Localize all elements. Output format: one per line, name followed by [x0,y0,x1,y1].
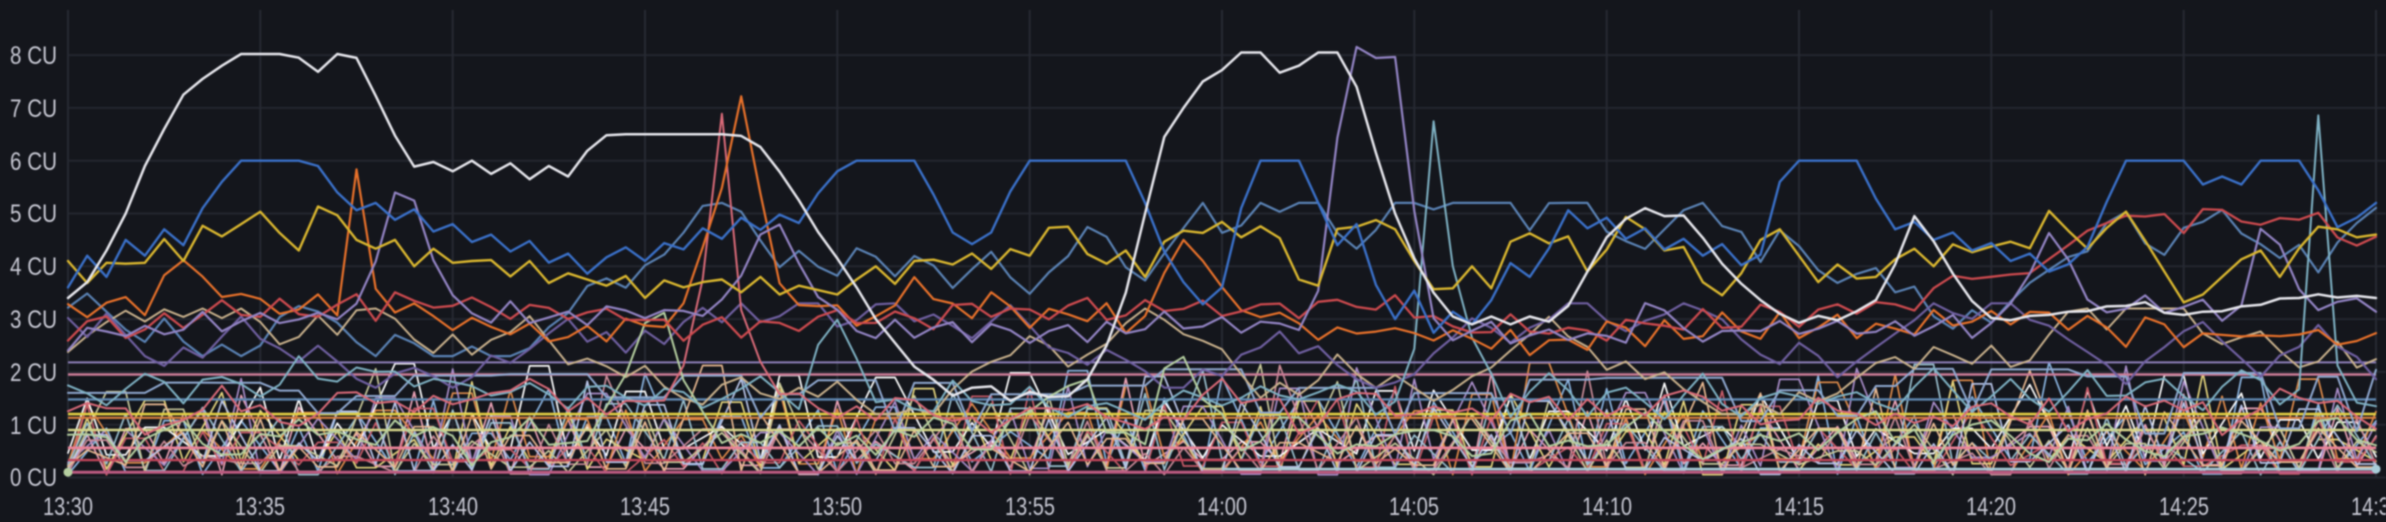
svg-text:13:30: 13:30 [43,493,93,521]
svg-text:13:55: 13:55 [1005,493,1055,521]
svg-text:0 CU: 0 CU [10,464,57,492]
svg-text:14:15: 14:15 [1774,493,1824,521]
svg-text:13:35: 13:35 [235,493,285,521]
svg-text:14:05: 14:05 [1389,493,1439,521]
svg-text:14:30: 14:30 [2351,493,2386,521]
svg-text:14:20: 14:20 [1966,493,2016,521]
svg-text:8 CU: 8 CU [10,42,57,70]
svg-text:1 CU: 1 CU [10,412,57,440]
svg-text:13:50: 13:50 [812,493,862,521]
svg-text:6 CU: 6 CU [10,148,57,176]
svg-text:14:25: 14:25 [2159,493,2209,521]
svg-text:7 CU: 7 CU [10,95,57,123]
svg-text:13:40: 13:40 [428,493,478,521]
svg-text:14:00: 14:00 [1197,493,1247,521]
svg-text:13:45: 13:45 [620,493,670,521]
svg-text:2 CU: 2 CU [10,359,57,387]
svg-text:14:10: 14:10 [1582,493,1632,521]
svg-text:3 CU: 3 CU [10,306,57,334]
svg-text:4 CU: 4 CU [10,253,57,281]
svg-text:5 CU: 5 CU [10,200,57,228]
